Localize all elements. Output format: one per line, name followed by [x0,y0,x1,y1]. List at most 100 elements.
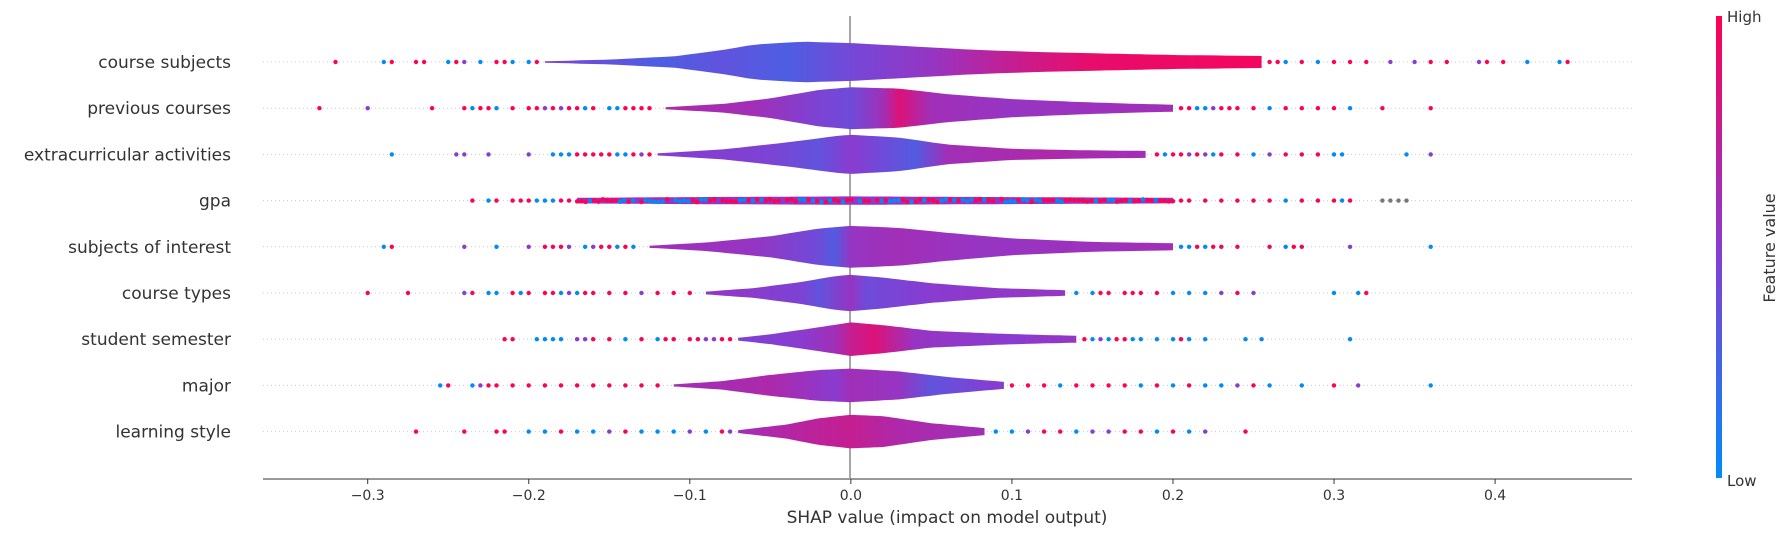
outlier-dot-course-subjects [1501,59,1506,65]
outlier-dot-extracurricular-activities [566,152,572,157]
gpa-band-dot [733,199,738,205]
outlier-dot-student-semester [1203,337,1208,342]
outlier-dot-course-subjects [1476,59,1482,65]
gpa-band-dot [1025,198,1030,203]
gpa-band-dot [763,198,768,203]
outlier-dot-major [623,383,628,388]
gpa-band-dot [814,198,820,204]
outlier-dot-subjects-of-interest [1267,244,1272,249]
outlier-dot-course-subjects [454,59,459,65]
outlier-dot-course-types [1186,290,1192,296]
outlier-dot-course-subjects [1275,59,1280,65]
outlier-dot-extracurricular-activities [599,152,604,157]
outlier-dot-subjects-of-interest [1283,244,1288,249]
outlier-dot-extracurricular-activities [1186,152,1192,157]
outlier-dot-gpa [1331,198,1337,203]
gpa-band-dot [862,198,867,204]
gpa-band-dot [1110,198,1116,203]
gpa-band-dot [600,197,605,202]
outlier-dot-course-types [1098,290,1103,296]
outlier-dot-extracurricular-activities [1315,152,1321,157]
outlier-dot-course-types [591,290,596,296]
outlier-dot-learning-style [687,429,692,434]
outlier-dot-subjects-of-interest [566,244,572,249]
outlier-dot-course-types [1154,290,1160,296]
gpa-band-dot [892,198,897,203]
gpa-band-dot [1170,199,1176,204]
outlier-dot-gpa [1339,198,1345,203]
outlier-dot-gpa [1267,198,1272,203]
outlier-dot-gpa [1396,198,1401,203]
outlier-dot-subjects-of-interest [582,244,588,249]
outlier-dot-course-types [574,290,580,296]
gpa-band-dot [1140,197,1146,202]
gpa-band-dot [626,199,631,204]
gpa-band-dot [1127,198,1133,204]
gpa-band-dot [845,197,850,203]
outlier-dot-course-types [1106,290,1111,296]
outlier-dot-previous-courses [1186,106,1192,111]
outlier-dot-student-semester [655,337,660,342]
outlier-dot-course-types [566,290,572,296]
outlier-dot-gpa [470,198,475,203]
gpa-band-dot [682,198,687,203]
outlier-dot-previous-courses [607,106,612,111]
outlier-dot-subjects-of-interest [1219,244,1224,249]
feature-labels: course subjects previous courses extracurr… [24,53,231,443]
gpa-band-dot [583,199,588,205]
gpa-band-dot [1016,197,1021,203]
gpa-band-dot [1067,197,1073,202]
outlier-dot-learning-style [1186,429,1192,434]
gpa-band-dot [1033,197,1039,202]
gpa-band-dot [660,199,665,204]
gpa-band-dot [724,198,730,204]
outlier-dot-student-semester [623,337,628,342]
gpa-band-dot [1145,197,1150,203]
outlier-dot-major [1299,383,1305,388]
outlier-dot-extracurricular-activities [574,152,580,157]
x-axis-ticks: −0.3 −0.2 −0.1 0.0 0.1 0.2 0.3 0.4 [351,479,1506,504]
outlier-dot-student-semester [1114,337,1119,342]
outlier-dot-previous-courses [591,106,596,111]
outlier-dot-previous-courses [478,106,483,111]
outlier-dot-extracurricular-activities [647,152,652,157]
gpa-band-dot [592,197,597,203]
outlier-dot-subjects-of-interest [462,244,467,249]
colorbar-high-label: High [1727,8,1761,26]
gpa-band-dot [767,196,773,202]
gpa-band-dot [1106,197,1111,203]
outlier-dot-subjects-of-interest [526,244,531,249]
outlier-dot-student-semester [502,337,507,342]
gpa-band-dot [943,197,948,202]
gpa-band-dot [1157,198,1163,203]
violin-course-types [705,274,1066,312]
outlier-dot-learning-style [655,429,660,434]
outlier-dot-course-types [462,290,467,296]
outlier-dot-previous-courses [1178,106,1184,111]
outlier-dot-extracurricular-activities [1235,152,1240,157]
outlier-dot-learning-style [574,429,580,434]
outlier-dot-previous-courses [1428,106,1433,111]
feature-label-extracurricular-activities: extracurricular activities [24,145,231,165]
gpa-band-dot [1055,198,1060,203]
outlier-dot-major [1267,383,1272,388]
outlier-dot-major [438,383,443,388]
gpa-band-dot [643,198,648,203]
gpa-band-dot [952,197,957,203]
x-axis-label: SHAP value (impact on model output) [787,508,1108,528]
outlier-dot-previous-courses [647,106,652,111]
gpa-band-dot [1097,199,1103,204]
gpa-band-dot [1102,197,1107,203]
outlier-dot-previous-courses [631,106,636,111]
outlier-dot-course-subjects [1283,59,1288,65]
outlier-dot-subjects-of-interest [1178,244,1184,249]
outlier-dot-major [1025,383,1031,388]
outlier-dot-gpa [494,198,499,203]
gpa-band-dot [1037,199,1043,204]
outlier-dot-previous-courses [1331,106,1337,111]
outlier-dot-major [607,383,612,388]
outlier-dot-learning-style [1090,429,1095,434]
outlier-dot-previous-courses [1267,106,1272,111]
feature-label-subjects-of-interest: subjects of interest [68,238,231,258]
